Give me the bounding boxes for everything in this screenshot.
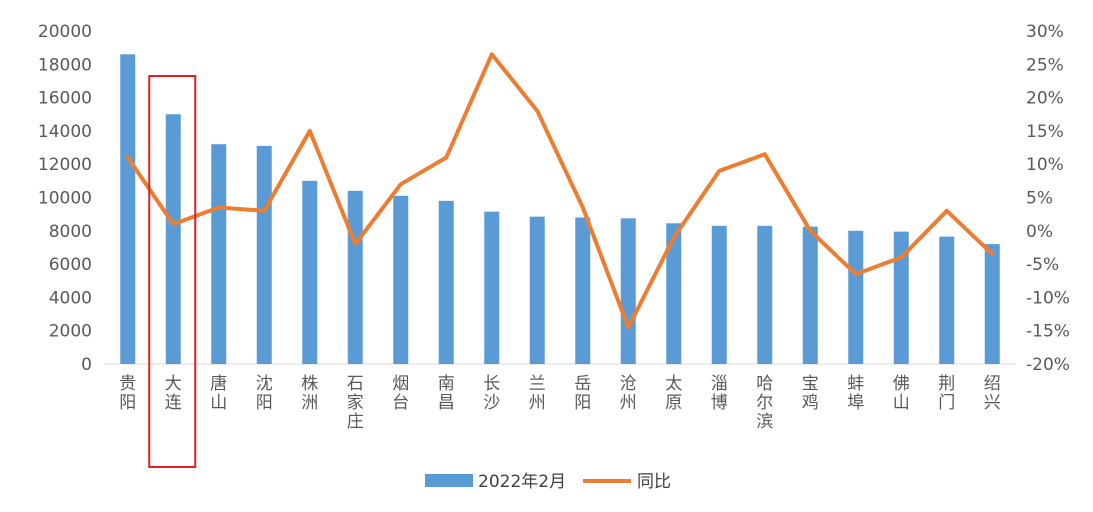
x-tick-label: 哈 (756, 374, 773, 394)
x-tick-label: 株 (301, 374, 318, 394)
y-left-tick-label: 16000 (38, 89, 92, 109)
x-tick-label: 山 (210, 393, 227, 413)
y-right-tick-label: -15% (1026, 322, 1070, 342)
bar (848, 231, 863, 364)
x-tick-label: 石 (347, 374, 364, 394)
legend-line-label: 同比 (637, 472, 671, 492)
x-tick-label: 家 (347, 393, 364, 413)
y-right-tick-label: 15% (1026, 122, 1064, 142)
x-tick-label: 门 (938, 393, 955, 413)
x-tick-label: 尔 (756, 393, 773, 413)
x-tick-label: 庄 (347, 412, 364, 432)
x-tick-label: 蚌 (847, 374, 864, 394)
x-tick-label: 淄 (711, 374, 728, 394)
bar (484, 212, 499, 364)
bar (348, 191, 363, 364)
x-tick-label: 州 (529, 393, 546, 413)
bar (803, 227, 818, 364)
x-tick-label: 荆 (938, 374, 955, 394)
x-tick-label: 烟 (392, 374, 409, 394)
y-right-tick-label: -20% (1026, 355, 1070, 375)
x-tick-label: 滨 (756, 412, 773, 432)
legend-bar-swatch (425, 474, 473, 487)
bar (939, 237, 954, 364)
y-left-tick-label: 10000 (38, 189, 92, 209)
x-tick-label: 洲 (301, 393, 318, 413)
x-tick-label: 阳 (256, 393, 273, 413)
bar (211, 144, 226, 364)
bar (757, 226, 772, 364)
x-tick-label: 兰 (529, 374, 546, 394)
x-tick-label: 昌 (438, 393, 455, 413)
bar (302, 181, 317, 364)
x-tick-label: 阳 (574, 393, 591, 413)
x-tick-label: 太 (665, 374, 682, 394)
y-right-tick-label: 0% (1026, 222, 1053, 242)
y-right-tick-label: -10% (1026, 288, 1070, 308)
bar (575, 217, 590, 364)
legend-bar-label: 2022年2月 (478, 472, 566, 492)
bar (393, 196, 408, 364)
x-tick-label: 唐 (210, 373, 227, 394)
x-tick-label: 沙 (483, 393, 500, 413)
y-left-tick-label: 2000 (49, 322, 92, 342)
bar (985, 244, 1000, 364)
bar (439, 201, 454, 364)
y-right-tick-label: 10% (1026, 155, 1064, 175)
bar (621, 218, 636, 364)
bar (530, 217, 545, 364)
x-tick-label: 州 (620, 393, 637, 413)
y-left-tick-label: 8000 (49, 222, 92, 242)
y-left-tick-label: 20000 (38, 22, 92, 42)
x-tick-label: 佛 (893, 374, 910, 394)
x-tick-label: 原 (665, 393, 682, 413)
x-tick-label: 大 (165, 374, 182, 394)
y-left-tick-label: 12000 (38, 155, 92, 175)
y-right-tick-label: 25% (1026, 55, 1064, 75)
y-left-tick-label: 14000 (38, 122, 92, 142)
bar (257, 146, 272, 364)
y-right-tick-label: 5% (1026, 189, 1053, 209)
x-tick-label: 岳 (574, 374, 591, 394)
y-right-tick-label: 30% (1026, 22, 1064, 42)
y-left-tick-label: 0 (81, 355, 92, 375)
bar (712, 226, 727, 364)
y-left-tick-label: 4000 (49, 288, 92, 308)
x-tick-label: 兴 (984, 393, 1001, 413)
y-left-tick-label: 6000 (49, 255, 92, 275)
x-tick-label: 贵 (119, 374, 136, 394)
x-tick-label: 埠 (847, 393, 864, 413)
x-tick-label: 阳 (119, 393, 136, 413)
y-right-tick-label: 20% (1026, 89, 1064, 109)
bar (120, 54, 135, 364)
x-tick-label: 绍 (984, 374, 1001, 394)
x-tick-label: 山 (893, 393, 910, 413)
x-tick-label: 南 (438, 374, 455, 394)
x-tick-label: 台 (392, 393, 409, 413)
x-tick-label: 长 (483, 374, 500, 394)
x-tick-label: 沈 (256, 374, 273, 394)
x-tick-label: 鸡 (802, 393, 819, 413)
y-right-tick-label: -5% (1026, 255, 1059, 275)
x-tick-label: 连 (165, 393, 182, 413)
x-tick-label: 沧 (620, 374, 637, 394)
x-tick-label: 宝 (802, 374, 819, 394)
bar (166, 114, 181, 364)
x-tick-label: 博 (711, 393, 728, 413)
y-left-tick-label: 18000 (38, 55, 92, 75)
